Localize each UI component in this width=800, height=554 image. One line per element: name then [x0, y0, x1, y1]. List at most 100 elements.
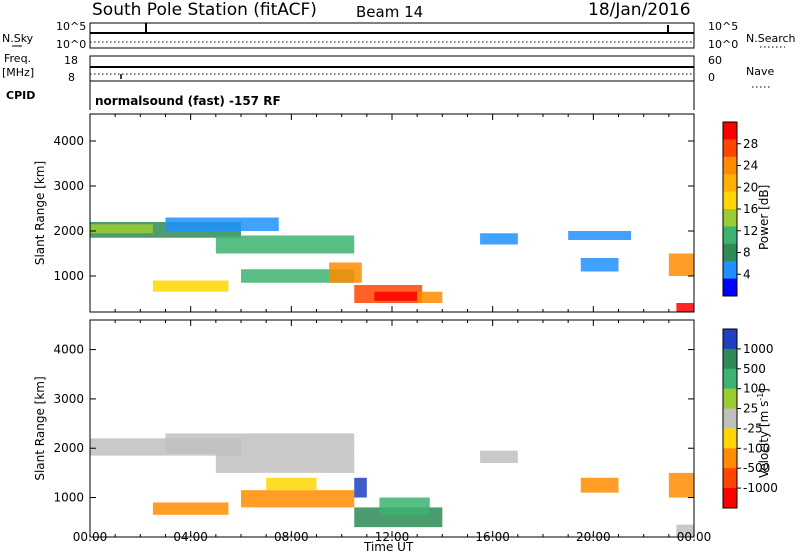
- power-colorbar-swatch: [723, 174, 737, 193]
- power-colorbar-swatch: [723, 122, 737, 140]
- freq-label: Freq.: [4, 52, 31, 65]
- nave-tick-top: 60: [708, 54, 722, 67]
- nsky-tick-top: 10^5: [56, 20, 86, 33]
- time-tick-label: 04:00: [173, 530, 208, 544]
- nsearch-tick-bottom: 10^0: [708, 38, 738, 51]
- velocity-echo-region-9: [480, 450, 518, 464]
- velocity-ytick-label: 1000: [53, 491, 84, 505]
- power-colorbar-tick-label: 12: [743, 224, 758, 238]
- velocity-colorbar-swatch: [723, 329, 737, 350]
- nsearch-tick-top: 10^5: [708, 20, 738, 33]
- velocity-colorbar-label-main: Velocity [m s: [757, 401, 771, 478]
- time-tick-label: 00:00: [677, 530, 712, 544]
- nsearch-label: N.Search: [746, 32, 796, 45]
- velocity-echo-region-8: [379, 497, 430, 515]
- velocity-echo-region-11: [668, 472, 694, 498]
- velocity-echo-region-4: [241, 490, 355, 508]
- velocity-ytick-label: 4000: [53, 343, 84, 357]
- velocity-colorbar-swatch: [723, 488, 737, 509]
- power-echo-region-11: [580, 258, 619, 272]
- power-colorbar-swatch: [723, 226, 737, 245]
- velocity-echo-region-1: [165, 433, 355, 454]
- velocity-ylabel: Slant Range [km]: [33, 376, 47, 480]
- time-tick-label: 12:00: [375, 530, 410, 544]
- power-colorbar-tick-label: 4: [743, 267, 751, 281]
- velocity-colorbar-swatch: [723, 388, 737, 410]
- power-ytick-label: 4000: [53, 134, 84, 148]
- velocity-echo-region-2: [215, 453, 355, 473]
- nave-tick-bottom: 0: [708, 71, 715, 84]
- velocity-colorbar-tick-label: -100: [743, 441, 770, 455]
- power-colorbar-tick-label: 8: [743, 246, 751, 260]
- velocity-colorbar-swatch: [723, 428, 737, 449]
- power-colorbar: 28 24 20 16 12 8 4: [722, 121, 758, 297]
- power-echo-region-8: [374, 291, 418, 301]
- power-plot-bg: [90, 114, 694, 312]
- velocity-echo-region-3: [152, 502, 229, 515]
- power-ytick-label: 2000: [53, 224, 84, 238]
- velocity-echo-region-10: [580, 477, 619, 493]
- time-axis: 00:00 04:00 08:00 12:00 16:00 20:00 00:00: [73, 530, 712, 544]
- power-colorbar-swatch: [723, 261, 737, 280]
- date-title: 18/Jan/2016: [588, 0, 691, 20]
- power-colorbar-swatch: [723, 191, 737, 210]
- power-echo-region-9: [417, 291, 443, 303]
- power-colorbar-swatch: [723, 156, 737, 175]
- velocity-panel: 1000 2000 3000 4000 Slant Range [km]: [33, 319, 695, 538]
- velocity-ytick-label: 2000: [53, 441, 84, 455]
- velocity-colorbar-tick-label: 500: [743, 362, 766, 376]
- power-colorbar-tick-label: 16: [743, 202, 758, 216]
- power-colorbar-swatch: [723, 278, 737, 297]
- time-tick-label: 16:00: [475, 530, 510, 544]
- time-tick-label: 20:00: [576, 530, 611, 544]
- power-echo-region-4: [152, 280, 229, 292]
- velocity-echo-region-12: [676, 524, 694, 537]
- velocity-echo-region-6: [354, 477, 367, 498]
- cpid-label: CPID: [6, 89, 35, 102]
- velocity-colorbar-tick-label: 1000: [743, 342, 774, 356]
- freq-tick-bottom: 8: [68, 71, 75, 84]
- power-echo-region-3: [215, 235, 355, 254]
- velocity-colorbar-tick-label: -1000: [743, 481, 778, 495]
- velocity-colorbar-tick-label: -500: [743, 461, 770, 475]
- velocity-colorbar: 1000 500 100 25 -25 -100 -500 -1000: [722, 328, 778, 509]
- velocity-colorbar-swatch: [723, 448, 737, 469]
- power-echo-region-14: [676, 303, 694, 312]
- power-echo-region-12: [568, 231, 632, 240]
- cpid-text: normalsound (fast) -157 RF: [95, 94, 281, 108]
- time-tick-label: 08:00: [274, 530, 309, 544]
- power-ytick-label: 3000: [53, 179, 84, 193]
- nsky-label: N.Sky: [2, 32, 34, 45]
- velocity-colorbar-swatch: [723, 468, 737, 489]
- velocity-ytick-label: 3000: [53, 392, 84, 406]
- velocity-colorbar-swatch: [723, 348, 737, 370]
- velocity-colorbar-tick-label: 100: [743, 382, 766, 396]
- velocity-colorbar-tick-label: 25: [743, 402, 758, 416]
- freq-unit: [MHz]: [2, 66, 34, 79]
- beam-title: Beam 14: [356, 3, 423, 21]
- power-colorbar-tick-label: 20: [743, 180, 758, 194]
- velocity-colorbar-label-end: ]: [757, 388, 771, 393]
- power-ylabel: Slant Range [km]: [33, 161, 47, 265]
- velocity-echo-region-5: [266, 477, 317, 491]
- power-colorbar-swatch: [723, 243, 737, 262]
- power-panel: 1000 2000 3000 4000 Slant Range [km]: [33, 113, 695, 313]
- velocity-colorbar-label-sup: -1: [756, 393, 765, 401]
- power-colorbar-swatch: [723, 139, 737, 158]
- velocity-colorbar-swatch: [723, 368, 737, 390]
- time-tick-label: 00:00: [73, 530, 108, 544]
- nave-label: Nave: [746, 65, 774, 78]
- power-echo-region-13: [668, 253, 694, 276]
- power-colorbar-label: Power [dB]: [757, 185, 771, 250]
- time-axis-label: Time UT: [363, 540, 414, 554]
- power-colorbar-tick-label: 28: [743, 137, 758, 151]
- nsky-strip-frame: [89, 22, 695, 49]
- power-echo-region-2: [165, 217, 279, 231]
- power-echo-region-10: [480, 233, 518, 245]
- nsky-tick-bottom: 10^0: [56, 38, 86, 51]
- power-ytick-label: 1000: [53, 269, 84, 283]
- power-echo-region-6: [329, 262, 362, 283]
- velocity-colorbar-swatch: [723, 408, 737, 429]
- velocity-colorbar-tick-label: -25: [743, 421, 763, 435]
